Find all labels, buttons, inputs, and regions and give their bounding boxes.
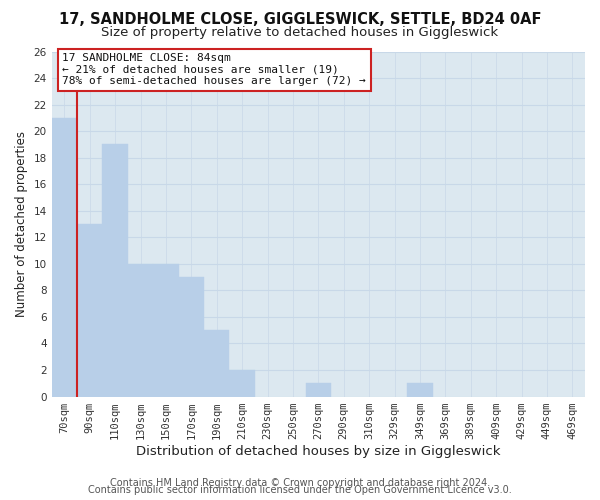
Bar <box>103 144 128 396</box>
Bar <box>52 118 77 396</box>
Bar <box>128 264 153 396</box>
X-axis label: Distribution of detached houses by size in Giggleswick: Distribution of detached houses by size … <box>136 444 500 458</box>
Text: Contains HM Land Registry data © Crown copyright and database right 2024.: Contains HM Land Registry data © Crown c… <box>110 478 490 488</box>
Bar <box>179 277 204 396</box>
Bar <box>407 384 433 396</box>
Text: 17 SANDHOLME CLOSE: 84sqm
← 21% of detached houses are smaller (19)
78% of semi-: 17 SANDHOLME CLOSE: 84sqm ← 21% of detac… <box>62 53 366 86</box>
Text: Size of property relative to detached houses in Giggleswick: Size of property relative to detached ho… <box>101 26 499 39</box>
Text: Contains public sector information licensed under the Open Government Licence v3: Contains public sector information licen… <box>88 485 512 495</box>
Bar <box>204 330 229 396</box>
Bar <box>229 370 255 396</box>
Bar <box>305 384 331 396</box>
Text: 17, SANDHOLME CLOSE, GIGGLESWICK, SETTLE, BD24 0AF: 17, SANDHOLME CLOSE, GIGGLESWICK, SETTLE… <box>59 12 541 28</box>
Bar <box>153 264 179 396</box>
Bar <box>77 224 103 396</box>
Y-axis label: Number of detached properties: Number of detached properties <box>15 131 28 317</box>
